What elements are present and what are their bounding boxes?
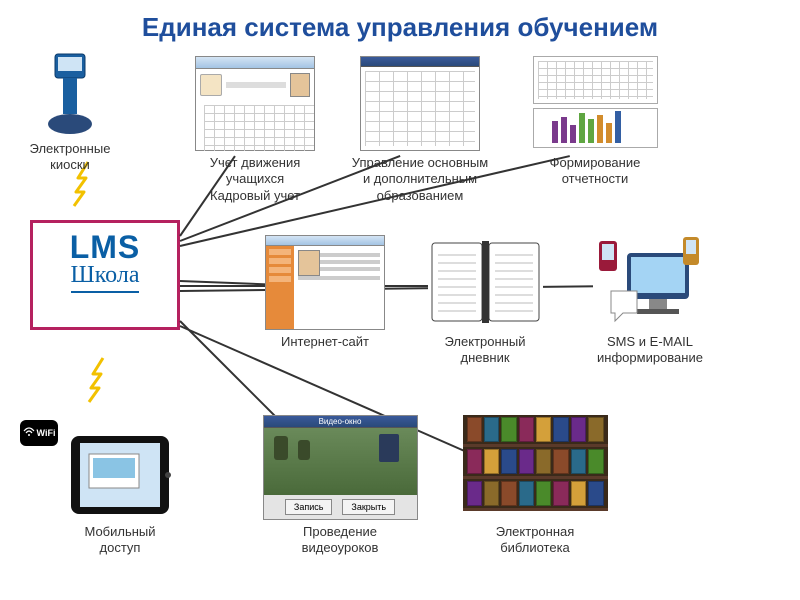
node-label: Проведениевидеоуроков	[255, 524, 425, 557]
node-sms: SMS и E-MAILинформирование	[575, 235, 725, 367]
lms-subtext: Школа	[71, 262, 140, 293]
sms-thumbnail	[593, 235, 708, 330]
node-label: Формированиеотчетности	[525, 155, 665, 188]
otchet-thumbnail	[533, 56, 658, 151]
wifi-icon	[23, 427, 35, 439]
node-label: Электронныекиоски	[20, 141, 120, 174]
node-label: Управление основными дополнительнымобраз…	[345, 155, 495, 204]
node-label: Электронныйдневник	[420, 334, 550, 367]
library-thumbnail	[463, 415, 608, 520]
node-label: Учет движенияучащихсяКадровый учет	[185, 155, 325, 204]
kiosk-thumbnail	[35, 52, 105, 137]
lms-logo-text: LMS	[39, 229, 171, 266]
node-label: Электроннаябиблиотека	[455, 524, 615, 557]
lightning-bolt-icon	[85, 356, 113, 409]
node-mobile: Мобильныйдоступ	[55, 430, 185, 557]
node-library: Электроннаябиблиотека	[455, 415, 615, 557]
record-button[interactable]: Запись	[285, 499, 333, 515]
node-diary: Электронныйдневник	[420, 235, 550, 367]
diary-thumbnail	[428, 235, 543, 330]
mobile-thumbnail	[65, 430, 175, 520]
node-site: Интернет-сайт	[255, 235, 395, 350]
close-button[interactable]: Закрыть	[342, 499, 395, 515]
video-thumbnail: Видео-окноЗаписьЗакрыть	[263, 415, 418, 520]
node-upravl: Управление основными дополнительнымобраз…	[345, 56, 495, 204]
node-uchet: Учет движенияучащихсяКадровый учет	[185, 56, 325, 204]
node-label: SMS и E-MAILинформирование	[575, 334, 725, 367]
node-label: Интернет-сайт	[255, 334, 395, 350]
wifi-badge: WiFi	[20, 420, 58, 446]
lms-central-box: LMS Школа	[30, 220, 180, 330]
node-kiosk: Электронныекиоски	[20, 52, 120, 174]
node-otchet: Формированиеотчетности	[525, 56, 665, 188]
uchet-thumbnail	[195, 56, 315, 151]
node-video: Видео-окноЗаписьЗакрытьПроведениевидеоур…	[255, 415, 425, 557]
site-thumbnail	[265, 235, 385, 330]
page-title: Единая система управления обучением	[0, 12, 800, 43]
wifi-label: WiFi	[37, 428, 56, 438]
upravl-thumbnail	[360, 56, 480, 151]
node-label: Мобильныйдоступ	[55, 524, 185, 557]
